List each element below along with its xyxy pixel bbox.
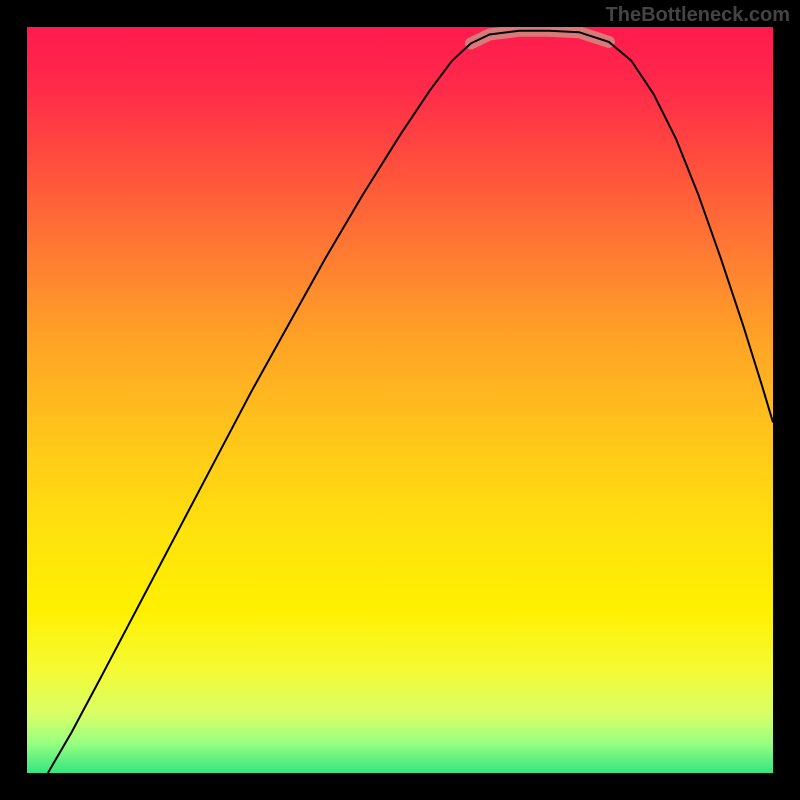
curve-overlay — [27, 27, 773, 773]
bottleneck-curve — [48, 31, 773, 773]
chart-container — [27, 27, 773, 773]
highlight-segment — [471, 31, 609, 44]
watermark-text: TheBottleneck.com — [606, 4, 790, 27]
